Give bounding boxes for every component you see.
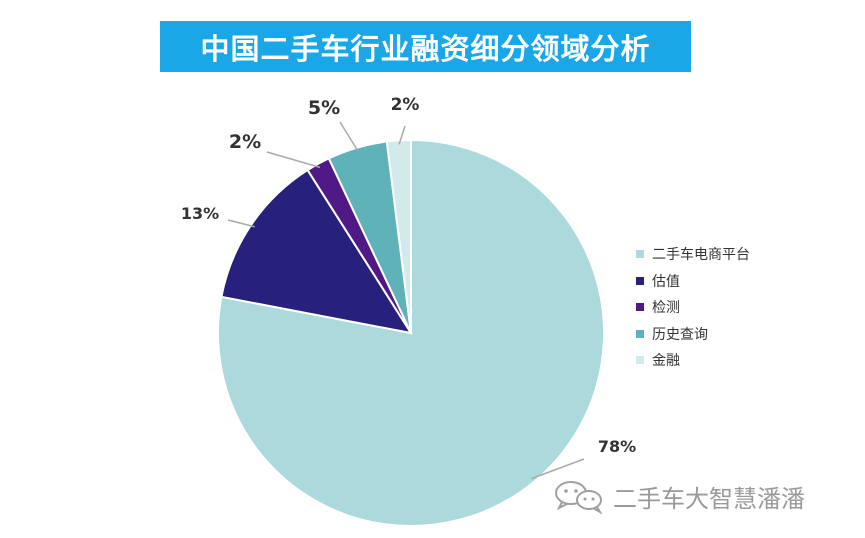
- legend-swatch: [636, 356, 644, 365]
- leader-line: [227, 219, 255, 228]
- data-label: 5%: [308, 97, 340, 119]
- pie-slice: [385, 138, 412, 334]
- legend-item: 检测: [636, 294, 750, 321]
- leader-line: [339, 121, 359, 152]
- watermark-text: 二手车大智慧潘潘: [613, 484, 805, 513]
- data-label: 78%: [598, 437, 636, 456]
- legend-swatch: [636, 329, 644, 338]
- legend-swatch: [636, 250, 644, 259]
- legend-label: 二手车电商平台: [652, 247, 750, 264]
- wechat-icon: [555, 481, 603, 514]
- legend-label: 历史查询: [652, 326, 708, 343]
- pie-slice: [220, 168, 414, 335]
- chart-title: 中国二手车行业融资细分领域分析: [200, 31, 651, 66]
- chart-title-banner: 中国二手车行业融资细分领域分析: [160, 21, 691, 72]
- leader-line: [398, 125, 406, 145]
- legend-swatch: [636, 303, 644, 312]
- legend-label: 检测: [652, 300, 680, 317]
- legend-item: 金融: [636, 347, 750, 374]
- legend-item: 估值: [636, 268, 750, 295]
- legend-label: 金融: [652, 353, 680, 370]
- legend-swatch: [636, 276, 644, 285]
- leader-line: [531, 458, 585, 480]
- data-label: 2%: [391, 95, 420, 115]
- legend-label: 估值: [652, 273, 680, 290]
- legend: 二手车电商平台 估值 检测 历史查询 金融: [636, 241, 750, 374]
- watermark: 二手车大智慧潘潘: [553, 478, 805, 514]
- legend-item: 历史查询: [636, 321, 750, 348]
- data-label: 2%: [229, 131, 261, 153]
- legend-item: 二手车电商平台: [636, 241, 750, 268]
- data-label: 13%: [181, 204, 219, 223]
- pie-slice: [217, 138, 605, 527]
- leader-line: [266, 151, 321, 169]
